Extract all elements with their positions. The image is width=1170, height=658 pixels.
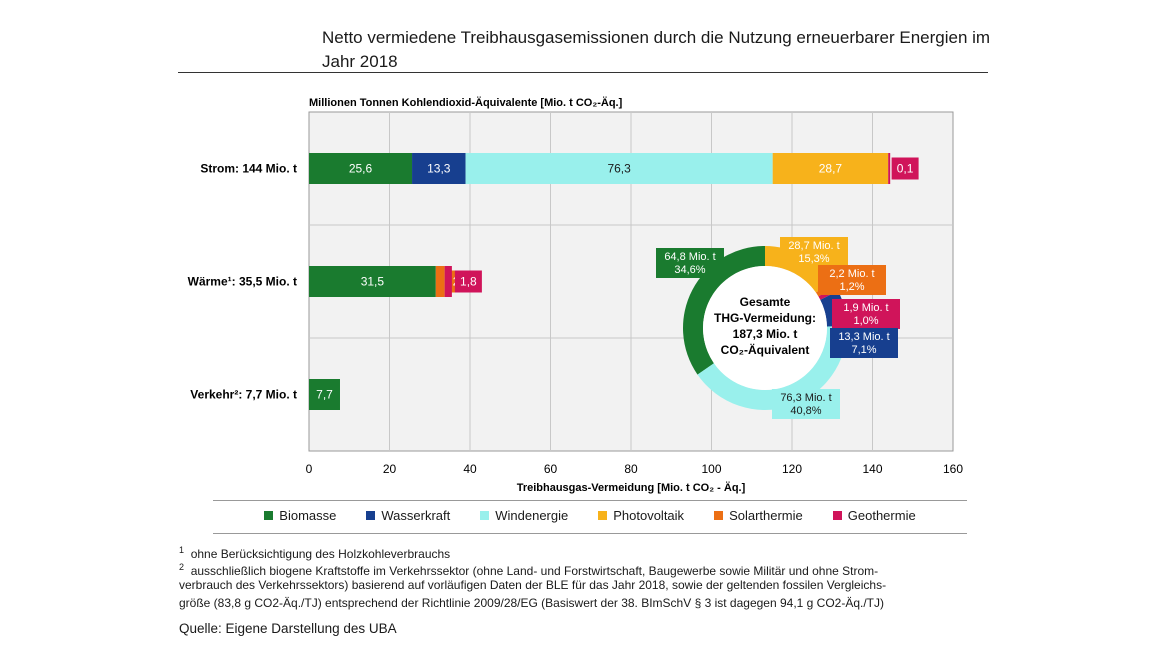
donut-label-percent: 1,2% — [839, 281, 864, 293]
donut-label-box — [818, 265, 886, 295]
bar-data-label: 0,1 — [897, 162, 914, 176]
donut-label-box — [832, 299, 900, 329]
donut-center-label: THG-Vermeidung: — [714, 311, 816, 325]
chart-title: Netto vermiedene Treibhausgasemissionen … — [322, 28, 991, 71]
bar-segment-windenergie — [465, 153, 773, 184]
bar-data-label: 31,5 — [361, 275, 385, 289]
bar-segment-solarthermie — [435, 266, 445, 297]
legend-top-rule — [213, 500, 967, 501]
donut-label-value: 13,3 Mio. t — [838, 331, 889, 343]
legend-swatch — [264, 511, 274, 520]
bar-data-label: 76,3 — [607, 162, 631, 176]
donut-label-box — [780, 237, 848, 267]
legend-bottom-rule — [213, 533, 967, 534]
donut-label-value: 76,3 Mio. t — [780, 392, 831, 404]
donut-label-box — [830, 328, 898, 358]
donut-hole — [703, 266, 827, 390]
bar-data-label: 7,7 — [316, 388, 333, 402]
footnote-2-cont-2: größe (83,8 g CO2-Äq./TJ) entsprechend d… — [179, 594, 999, 612]
legend-label: Geothermie — [847, 508, 916, 523]
x-tick-label: 100 — [701, 462, 721, 476]
bar-segment-biomasse — [309, 266, 436, 297]
legend-swatch — [714, 511, 724, 520]
donut-label-value: 1,9 Mio. t — [843, 302, 888, 314]
donut-label-percent: 40,8% — [790, 405, 821, 417]
bar-data-label: 25,6 — [349, 162, 373, 176]
category-label: Strom: 144 Mio. t — [200, 162, 297, 176]
footnote-1: 1 ohne Berücksichtigung des Holzkohlever… — [179, 541, 999, 563]
donut-label-box — [656, 248, 724, 278]
emissions-chart: Millionen Tonnen Kohlendioxid-Äquivalent… — [188, 96, 964, 494]
x-tick-label: 120 — [782, 462, 802, 476]
footnote-2-line-2: verbrauch des Verkehrssektors) basierend… — [179, 578, 887, 592]
chart-legend: Biomasse Wasserkraft Windenergie Photovolta… — [213, 508, 967, 523]
bar-data-label: 28,7 — [819, 162, 843, 176]
legend-swatch — [366, 511, 376, 520]
legend-item-wasserkraft: Wasserkraft — [366, 508, 450, 523]
x-axis-title: Treibhausgas-Vermeidung [Mio. t CO₂ - Äq… — [517, 481, 746, 494]
bar-segment-photovoltaik — [772, 153, 889, 184]
legend-item-windenergie: Windenergie — [480, 508, 568, 523]
legend-label: Wasserkraft — [381, 508, 451, 523]
legend-swatch — [480, 511, 490, 520]
footnote-1-mark: 1 — [179, 545, 185, 555]
legend-item-biomasse: Biomasse — [264, 508, 336, 523]
donut-slice-biomasse — [683, 246, 765, 375]
legend-label: Photovoltaik — [613, 508, 685, 523]
source-note: Quelle: Eigene Darstellung des UBA — [179, 621, 397, 636]
footnote-2-mark: 2 — [179, 562, 185, 572]
bar-data-label-box — [454, 270, 482, 293]
donut-label-percent: 15,3% — [798, 253, 829, 265]
donut-center-label: 187,3 Mio. t — [733, 327, 798, 341]
x-tick-label: 160 — [943, 462, 963, 476]
bar-segment-geothermie — [888, 153, 891, 184]
category-label: Verkehr²: 7,7 Mio. t — [190, 388, 297, 402]
donut-label-value: 28,7 Mio. t — [788, 240, 839, 252]
chart-subtitle: Millionen Tonnen Kohlendioxid-Äquivalent… — [309, 96, 623, 109]
donut-label-value: 2,2 Mio. t — [829, 268, 874, 280]
legend-label: Biomasse — [279, 508, 337, 523]
x-tick-label: 0 — [306, 462, 313, 476]
footnote-1-text: ohne Berücksichtigung des Holzkohleverbr… — [190, 547, 451, 561]
x-tick-label: 140 — [862, 462, 882, 476]
donut-label-percent: 1,0% — [853, 315, 878, 327]
legend-label: Windenergie — [495, 508, 569, 523]
legend-label: Solarthermie — [729, 508, 803, 523]
category-label: Wärme¹: 35,5 Mio. t — [188, 275, 297, 289]
x-tick-label: 80 — [624, 462, 638, 476]
bar-segment-geothermie — [444, 266, 452, 297]
legend-item-photovoltaik: Photovoltaik — [598, 508, 684, 523]
footnote-2-line-3: größe (83,8 g CO2-Äq./TJ) entsprechend d… — [179, 596, 885, 610]
x-tick-label: 60 — [544, 462, 558, 476]
legend-item-geothermie: Geothermie — [832, 508, 916, 523]
legend-swatch — [598, 511, 608, 520]
donut-label-value: 64,8 Mio. t — [664, 251, 715, 263]
bar-data-label: 1,8 — [460, 275, 477, 289]
legend-swatch — [832, 511, 842, 520]
title-divider — [178, 72, 988, 73]
bar-segment-biomasse — [309, 153, 413, 184]
bar-data-label-box — [891, 157, 919, 180]
footnote-2-line-1: ausschließlich biogene Kraftstoffe im Ve… — [190, 564, 879, 578]
bar-segment-wasserkraft — [412, 153, 466, 184]
footnote-2-cont-1: verbrauch des Verkehrssektors) basierend… — [179, 576, 999, 594]
donut-label-percent: 7,1% — [851, 344, 876, 356]
donut-label-percent: 34,6% — [674, 264, 705, 276]
donut-label-box — [772, 389, 840, 419]
donut-center-label: CO₂-Äquivalent — [721, 342, 810, 357]
bar-data-label: 13,3 — [427, 162, 451, 176]
legend-item-solarthermie: Solarthermie — [714, 508, 803, 523]
x-tick-label: 40 — [463, 462, 477, 476]
bar-segment-biomasse — [309, 379, 340, 410]
footnote-2: 2 ausschließlich biogene Kraftstoffe im … — [179, 558, 999, 580]
donut-center-label: Gesamte — [740, 295, 791, 309]
x-tick-label: 20 — [383, 462, 397, 476]
